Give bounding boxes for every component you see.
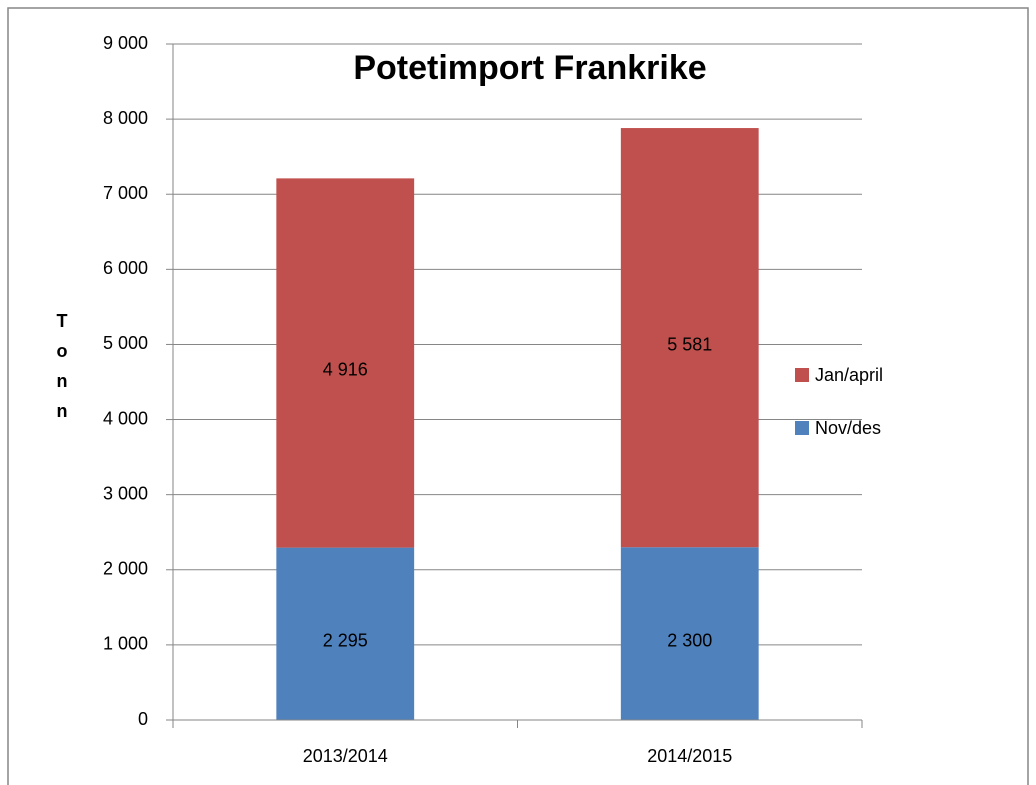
y-tick-label: 5 000 — [103, 333, 148, 353]
bar-segment — [276, 178, 415, 548]
chart-title: Potetimport Frankrike — [353, 49, 706, 87]
x-tick-label: 2013/2014 — [303, 746, 388, 766]
legend-label: Jan/april — [815, 365, 883, 385]
legend-label: Nov/des — [815, 418, 881, 438]
data-label: 2 295 — [323, 631, 368, 651]
data-label: 2 300 — [667, 630, 712, 650]
bar-segment — [620, 128, 759, 548]
y-tick-label: 3 000 — [103, 483, 148, 503]
y-tick-label: 6 000 — [103, 258, 148, 278]
x-tick-label: 2014/2015 — [647, 746, 732, 766]
bar-segment — [620, 547, 759, 720]
legend-swatch — [795, 368, 809, 382]
y-tick-label: 1 000 — [103, 634, 148, 654]
data-label: 5 581 — [667, 334, 712, 354]
y-tick-label: 8 000 — [103, 108, 148, 128]
legend-swatch — [795, 421, 809, 435]
chart-border — [7, 7, 1029, 785]
y-tick-label: 2 000 — [103, 559, 148, 579]
data-label: 4 916 — [323, 360, 368, 380]
y-tick-label: 4 000 — [103, 408, 148, 428]
y-tick-label: 0 — [138, 709, 148, 729]
y-tick-label: 9 000 — [103, 33, 148, 53]
bar-segment — [276, 547, 415, 720]
y-tick-label: 7 000 — [103, 183, 148, 203]
